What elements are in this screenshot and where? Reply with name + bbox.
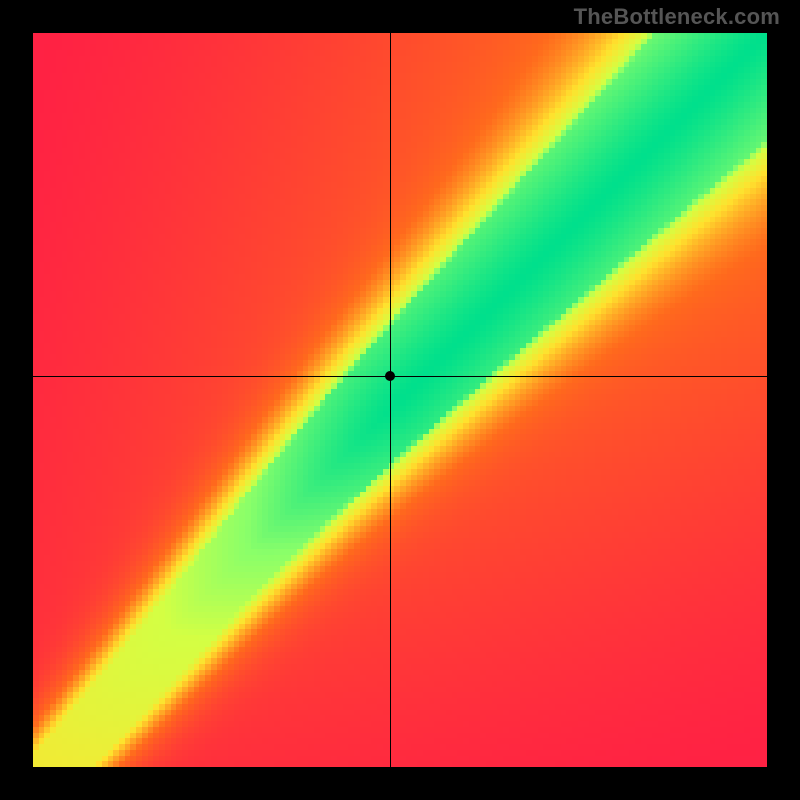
root: { "watermark": { "text": "TheBottleneck.… — [0, 0, 800, 800]
heatmap-plot — [33, 33, 767, 767]
heatmap-canvas — [33, 33, 767, 767]
watermark-text: TheBottleneck.com — [574, 4, 780, 30]
